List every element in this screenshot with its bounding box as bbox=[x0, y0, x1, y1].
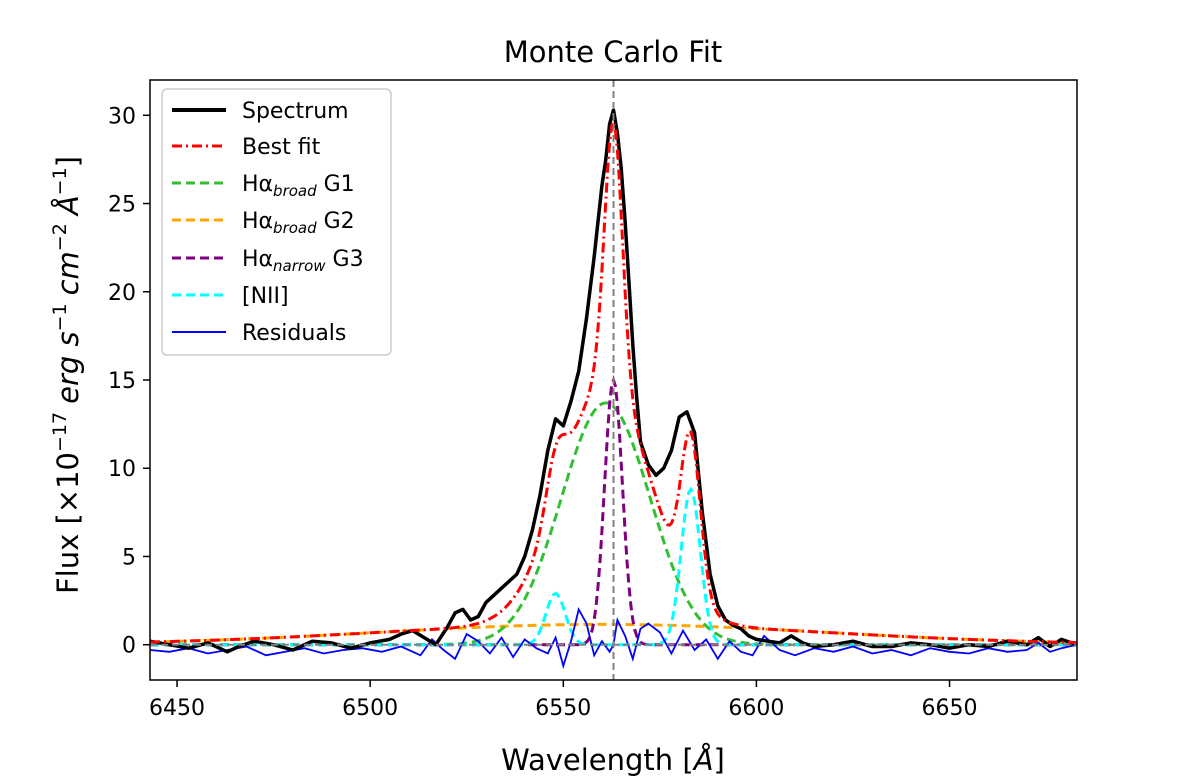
legend-entry-nii: [NII] bbox=[172, 284, 289, 309]
series-residuals bbox=[150, 606, 1077, 670]
legend-entry-residuals: Residuals bbox=[172, 321, 346, 346]
legend-label-residuals: Residuals bbox=[242, 321, 346, 346]
x-axis-label: Wavelength [Å] bbox=[501, 743, 725, 777]
x-tick-label: 6450 bbox=[149, 696, 205, 721]
legend-entry-g3: Hαnarrow G3 bbox=[172, 247, 364, 275]
legend-label-nii: [NII] bbox=[242, 284, 289, 309]
legend-label-g2: Hαbroad G2 bbox=[242, 209, 355, 237]
y-tick-label: 0 bbox=[122, 634, 136, 659]
plot-curves bbox=[150, 80, 1077, 680]
legend-box bbox=[161, 88, 392, 356]
legend-entry-best-fit: Best fit bbox=[172, 135, 321, 160]
legend-label-g1: Hαbroad G1 bbox=[242, 172, 355, 200]
y-axis-label: Flux [×10−17erg s−1cm−2Å−1] bbox=[49, 156, 85, 594]
legend-label-best-fit: Best fit bbox=[242, 135, 321, 160]
y-tick-label: 15 bbox=[108, 369, 136, 394]
legend-entry-g2: Hαbroad G2 bbox=[172, 209, 355, 237]
plot-frame bbox=[149, 79, 1078, 681]
axis-ticks: 6450 6500 6550 6600 6650 0 5 10 15 20 25 30 bbox=[108, 104, 978, 721]
x-tick-label: 6500 bbox=[342, 696, 398, 721]
y-tick-label: 25 bbox=[108, 193, 136, 218]
series-best-fit bbox=[150, 116, 1077, 645]
y-tick-label: 30 bbox=[108, 104, 136, 129]
legend-label-g3: Hαnarrow G3 bbox=[242, 247, 364, 275]
legend-entry-spectrum: Spectrum bbox=[172, 99, 349, 124]
chart-title: Monte Carlo Fit bbox=[504, 35, 723, 69]
y-tick-label: 10 bbox=[108, 457, 136, 482]
x-tick-label: 6600 bbox=[728, 696, 784, 721]
legend-entry-g1: Hαbroad G1 bbox=[172, 172, 355, 200]
x-tick-label: 6650 bbox=[922, 696, 978, 721]
y-tick-label: 5 bbox=[122, 545, 136, 570]
x-tick-label: 6550 bbox=[535, 696, 591, 721]
legend-label-spectrum: Spectrum bbox=[242, 99, 349, 124]
y-tick-label: 20 bbox=[108, 281, 136, 306]
legend: Spectrum Best fit Hαbroad G1 Hαbroad G2 … bbox=[161, 88, 392, 356]
